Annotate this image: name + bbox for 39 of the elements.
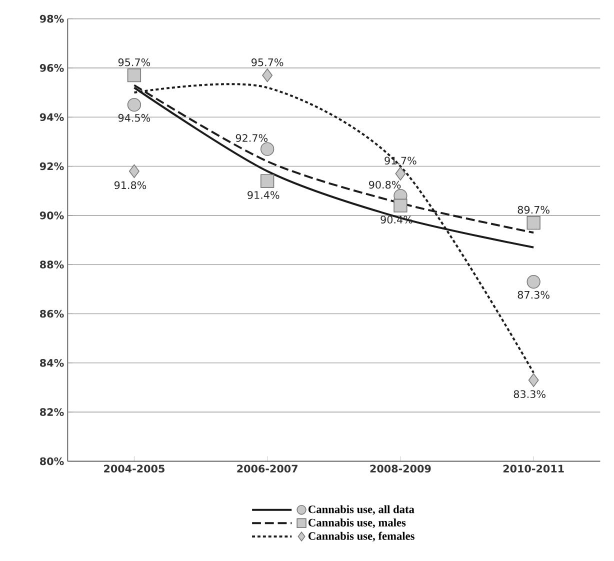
x-tick-label: 2006-2007 (237, 464, 298, 472)
data-label: 91.4% (248, 191, 280, 199)
y-tick-label: 92% (40, 162, 64, 170)
y-tick-label: 88% (40, 260, 64, 268)
data-label: 89.7% (518, 206, 550, 214)
y-tick-label: 80% (40, 457, 64, 466)
data-label: 91.7% (384, 156, 416, 164)
legend-label: Cannabis use, males (308, 518, 406, 528)
point (526, 216, 540, 230)
point (260, 174, 274, 188)
data-label: 87.3% (518, 290, 550, 299)
data-label: 90.8% (369, 180, 401, 189)
point (260, 142, 274, 156)
y-tick-label: 94% (40, 113, 64, 121)
x-tick-label: 2010-2011 (503, 464, 564, 472)
point (394, 198, 408, 212)
point (395, 166, 406, 180)
y-tick-label: 86% (40, 310, 64, 318)
point (127, 98, 142, 112)
data-label: 83.3% (514, 390, 546, 398)
y-tick-label: 90% (40, 211, 64, 220)
y-tick-label: 84% (40, 358, 64, 367)
x-tick-label: 2004-2005 (104, 464, 164, 472)
y-tick-label: 96% (40, 64, 64, 72)
point (528, 373, 539, 387)
data-label: 92.7% (236, 134, 268, 142)
data-label: 95.7% (252, 58, 284, 66)
y-tick-label: 98% (40, 14, 64, 23)
legend-label: Cannabis use, all data (308, 505, 414, 515)
data-label: 91.8% (114, 181, 146, 190)
data-label: 95.7% (118, 58, 150, 66)
x-tick-label: 2008-2009 (370, 464, 431, 472)
point (526, 274, 540, 289)
point (128, 164, 140, 178)
data-label: 94.5% (118, 114, 150, 122)
point (127, 68, 142, 82)
point (262, 68, 273, 82)
y-tick-label: 82% (40, 408, 64, 416)
legend-label: Cannabis use, females (308, 532, 414, 542)
